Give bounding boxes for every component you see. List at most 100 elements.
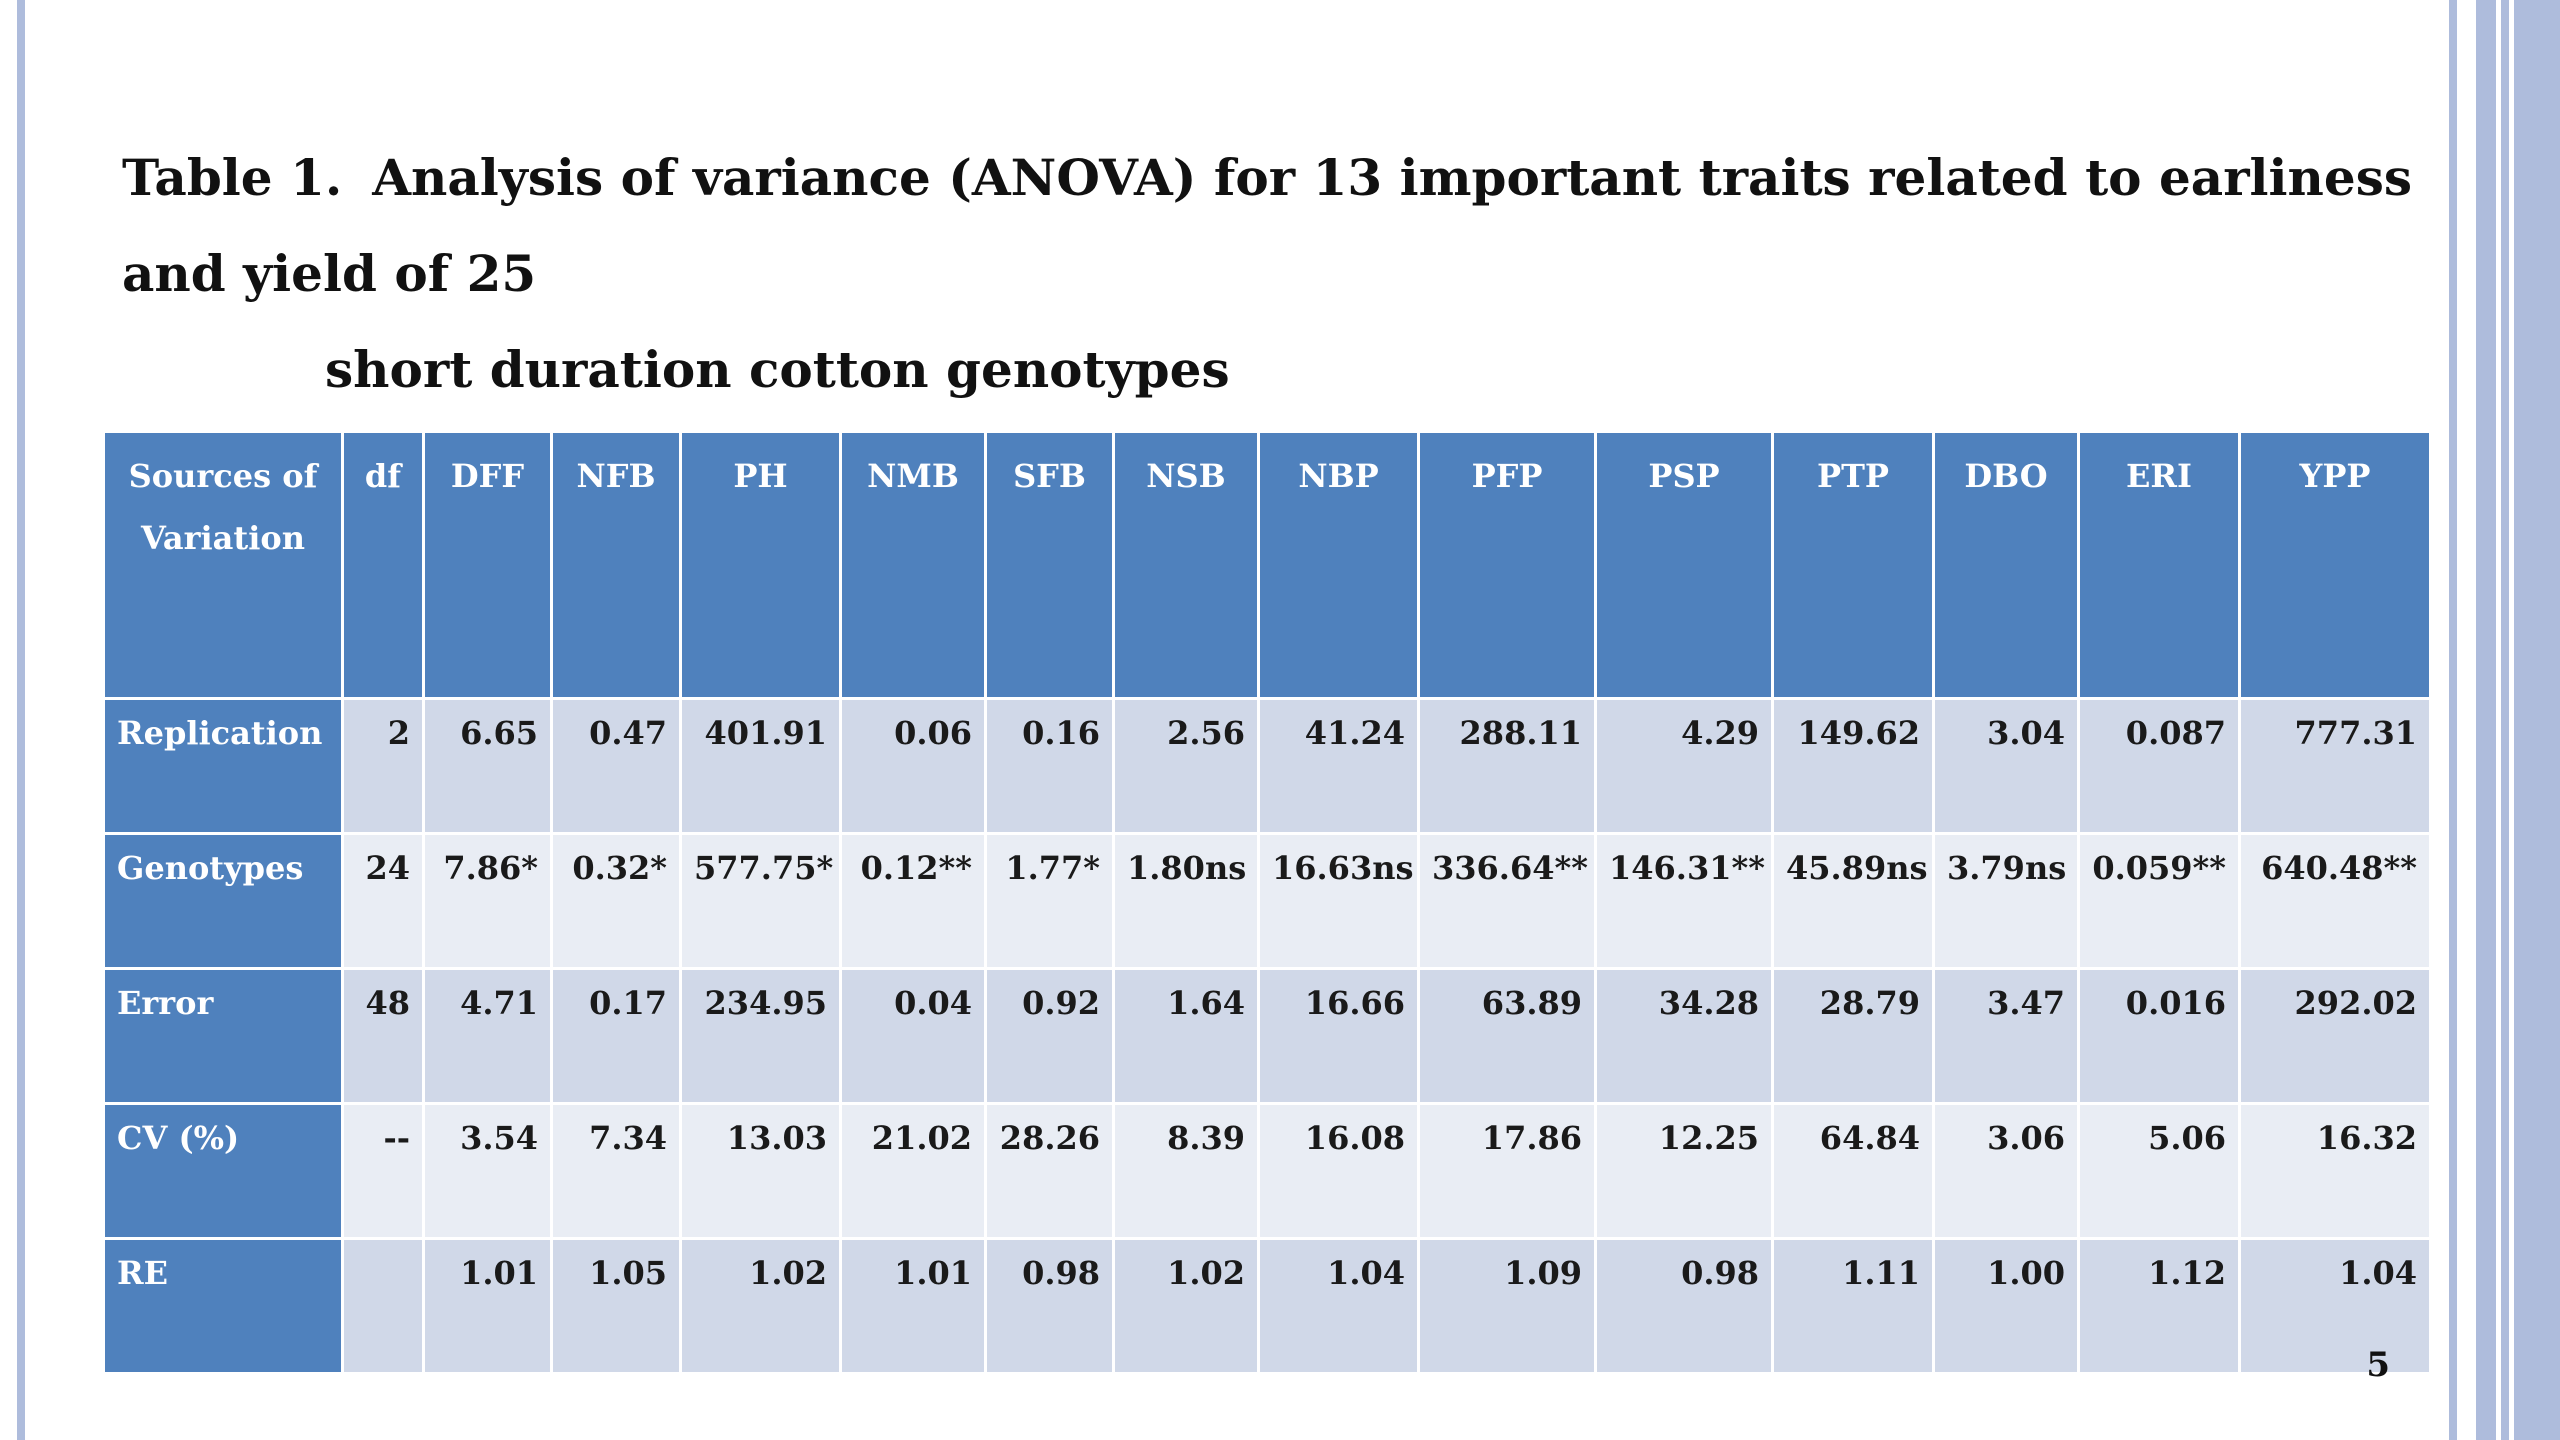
- table-row: Replication 2 6.65 0.47 401.91 0.06 0.16 2.56 41…: [102, 697, 2432, 835]
- table-cell: [341, 1237, 425, 1375]
- table-cell: 0.06: [839, 697, 987, 835]
- table-cell: 63.89: [1417, 967, 1597, 1105]
- table-cell: 1.12: [2077, 1237, 2241, 1375]
- table-cell: 0.47: [550, 697, 682, 835]
- table-cell: 41.24: [1257, 697, 1420, 835]
- table-cell: 3.04: [1932, 697, 2080, 835]
- table-cell: 16.66: [1257, 967, 1420, 1105]
- table-cell: 288.11: [1417, 697, 1597, 835]
- table-cell: 0.016: [2077, 967, 2241, 1105]
- table-cell: 401.91: [679, 697, 842, 835]
- column-header: PFP: [1417, 430, 1597, 700]
- right-stripe: [2501, 0, 2509, 1440]
- table-cell: 48: [341, 967, 425, 1105]
- table-cell: 1.01: [422, 1237, 553, 1375]
- row-source-label: Genotypes: [102, 832, 344, 970]
- table-cell: 1.09: [1417, 1237, 1597, 1375]
- table-cell: 1.04: [1257, 1237, 1420, 1375]
- caption-line-2: short duration cotton genotypes: [325, 340, 1230, 399]
- table-cell: 34.28: [1594, 967, 1774, 1105]
- table-cell: 2.56: [1112, 697, 1260, 835]
- page-number: 5: [2366, 1345, 2390, 1385]
- table-cell: 5.06: [2077, 1102, 2241, 1240]
- table-row: Error 48 4.71 0.17 234.95 0.04 0.92 1.64 16.66 63…: [102, 967, 2432, 1105]
- table-cell: 3.47: [1932, 967, 2080, 1105]
- table-row: CV (%) -- 3.54 7.34 13.03 21.02 28.26 8.39 16.08…: [102, 1102, 2432, 1240]
- column-header: SFB: [984, 430, 1115, 700]
- table-cell: 640.48**: [2238, 832, 2432, 970]
- table-cell: 234.95: [679, 967, 842, 1105]
- right-stripe: [2449, 0, 2457, 1440]
- table-cell: 1.01: [839, 1237, 987, 1375]
- table-cell: 1.02: [679, 1237, 842, 1375]
- table-cell: 16.32: [2238, 1102, 2432, 1240]
- table-cell: 292.02: [2238, 967, 2432, 1105]
- table-cell: 0.16: [984, 697, 1115, 835]
- right-decorative-band: [2449, 0, 2560, 1440]
- table-cell: 12.25: [1594, 1102, 1774, 1240]
- table-cell: 8.39: [1112, 1102, 1260, 1240]
- column-header: Sources of Variation: [102, 430, 344, 700]
- table-cell: --: [341, 1102, 425, 1240]
- column-header: PTP: [1771, 430, 1935, 700]
- table-cell: 0.98: [984, 1237, 1115, 1375]
- table-cell: 0.98: [1594, 1237, 1774, 1375]
- table-cell: 13.03: [679, 1102, 842, 1240]
- column-header: YPP: [2238, 430, 2432, 700]
- column-header: PSP: [1594, 430, 1774, 700]
- table-cell: 0.059**: [2077, 832, 2241, 970]
- table-cell: 146.31**: [1594, 832, 1774, 970]
- table-cell: 3.06: [1932, 1102, 2080, 1240]
- column-header: ERI: [2077, 430, 2241, 700]
- right-stripe: [2476, 0, 2496, 1440]
- table-cell: 3.79ns: [1932, 832, 2080, 970]
- column-header: NBP: [1257, 430, 1420, 700]
- table-cell: 17.86: [1417, 1102, 1597, 1240]
- table-cell: 1.00: [1932, 1237, 2080, 1375]
- row-source-label: RE: [102, 1237, 344, 1375]
- table-cell: 7.86*: [422, 832, 553, 970]
- table-cell: 1.80ns: [1112, 832, 1260, 970]
- row-source-label: CV (%): [102, 1102, 344, 1240]
- table-label: Table 1.: [122, 148, 343, 207]
- header-row: Sources of Variation df DFF NFB PH NMB S…: [102, 430, 2432, 700]
- table-cell: 1.64: [1112, 967, 1260, 1105]
- column-header: NFB: [550, 430, 682, 700]
- anova-table: Sources of Variation df DFF NFB PH NMB S…: [102, 430, 2432, 1375]
- table-cell: 45.89ns: [1771, 832, 1935, 970]
- column-header: PH: [679, 430, 842, 700]
- table-cell: 16.08: [1257, 1102, 1420, 1240]
- table-cell: 149.62: [1771, 697, 1935, 835]
- left-border-rule: [17, 0, 25, 1440]
- table-cell: 16.63ns: [1257, 832, 1420, 970]
- table-cell: 28.26: [984, 1102, 1115, 1240]
- caption-line-1: Analysis of variance (ANOVA) for 13 impo…: [122, 148, 2412, 303]
- table-cell: 0.17: [550, 967, 682, 1105]
- table-cell: 1.02: [1112, 1237, 1260, 1375]
- table-cell: 577.75*: [679, 832, 842, 970]
- table-cell: 1.77*: [984, 832, 1115, 970]
- table-cell: 6.65: [422, 697, 553, 835]
- table-cell: 1.04: [2238, 1237, 2432, 1375]
- table-cell: 24: [341, 832, 425, 970]
- table-cell: 28.79: [1771, 967, 1935, 1105]
- table-cell: 2: [341, 697, 425, 835]
- table-row: Genotypes 24 7.86* 0.32* 577.75* 0.12** 1.77* 1…: [102, 832, 2432, 970]
- table-cell: 7.34: [550, 1102, 682, 1240]
- table-cell: 336.64**: [1417, 832, 1597, 970]
- table-cell: 0.32*: [550, 832, 682, 970]
- row-source-label: Error: [102, 967, 344, 1105]
- table-row: RE 1.01 1.05 1.02 1.01 0.98 1.02 1.04 1.09 0.98 1.…: [102, 1237, 2432, 1375]
- table-cell: 21.02: [839, 1102, 987, 1240]
- table-cell: 4.29: [1594, 697, 1774, 835]
- column-header: df: [341, 430, 425, 700]
- right-stripe: [2514, 0, 2560, 1440]
- column-header: DFF: [422, 430, 553, 700]
- table-cell: 4.71: [422, 967, 553, 1105]
- table-cell: 0.087: [2077, 697, 2241, 835]
- table-cell: 3.54: [422, 1102, 553, 1240]
- table-cell: 64.84: [1771, 1102, 1935, 1240]
- column-header: DBO: [1932, 430, 2080, 700]
- table-cell: 0.92: [984, 967, 1115, 1105]
- table-cell: 777.31: [2238, 697, 2432, 835]
